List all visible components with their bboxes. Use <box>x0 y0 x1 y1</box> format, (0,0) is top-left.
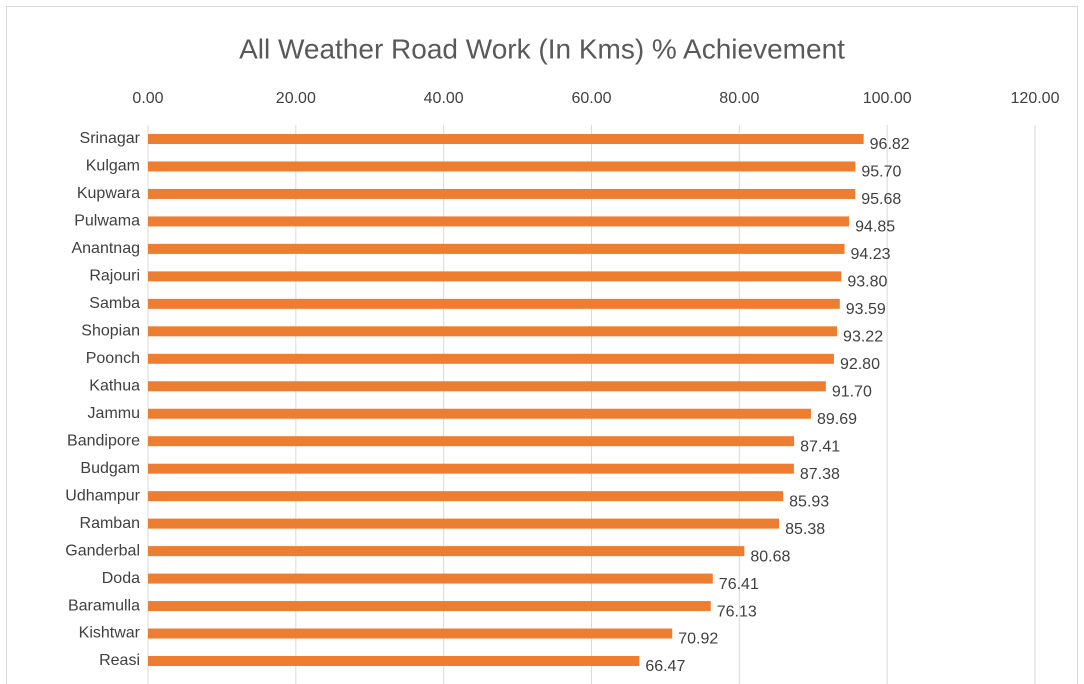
chart-title: All Weather Road Work (In Kms) % Achieve… <box>239 33 845 64</box>
bar <box>148 298 840 309</box>
bar <box>148 463 794 474</box>
data-label: 94.85 <box>855 219 895 236</box>
x-tick-label: 0.00 <box>132 90 163 107</box>
x-tick-label: 20.00 <box>276 90 316 107</box>
bar <box>148 353 834 364</box>
y-tick-label: Doda <box>102 570 140 587</box>
data-label: 85.38 <box>785 521 825 538</box>
y-tick-label: Reasi <box>99 652 140 669</box>
y-tick-label: Rajouri <box>89 268 140 285</box>
data-label: 95.70 <box>861 164 901 181</box>
bar <box>148 161 856 172</box>
y-tick-label: Udhampur <box>65 487 140 504</box>
y-tick-label: Baramulla <box>68 597 140 614</box>
data-label: 92.80 <box>840 356 880 373</box>
bar <box>148 546 745 557</box>
data-label: 93.59 <box>846 301 886 318</box>
y-tick-label: Kulgam <box>86 158 140 175</box>
bar <box>148 573 713 584</box>
bar <box>148 408 811 419</box>
x-tick-label: 100.00 <box>863 90 912 107</box>
data-label: 96.82 <box>870 136 910 153</box>
bar <box>148 271 842 282</box>
y-tick-label: Anantnag <box>71 240 140 257</box>
bar <box>148 518 780 529</box>
data-label: 70.92 <box>678 631 718 648</box>
data-label: 89.69 <box>817 411 857 428</box>
y-tick-label: Pulwama <box>74 213 140 230</box>
data-label: 87.38 <box>800 466 840 483</box>
data-label: 95.68 <box>861 191 901 208</box>
x-tick-label: 60.00 <box>571 90 611 107</box>
y-tick-label: Srinagar <box>80 130 141 147</box>
data-label: 85.93 <box>789 493 829 510</box>
bar <box>148 243 845 254</box>
x-tick-label: 80.00 <box>719 90 759 107</box>
bar <box>148 381 826 392</box>
data-label: 93.22 <box>843 329 883 346</box>
y-tick-label: Jammu <box>88 405 140 422</box>
y-tick-label: Shopian <box>81 323 140 340</box>
bar <box>148 216 850 227</box>
data-label: 91.70 <box>832 383 872 400</box>
bar <box>148 656 640 666</box>
y-tick-label: Samba <box>89 295 140 312</box>
data-label: 80.68 <box>750 548 790 565</box>
bar <box>148 326 838 337</box>
y-tick-label: Kishtwar <box>79 625 141 642</box>
bar <box>148 628 673 639</box>
data-label: 66.47 <box>645 658 685 675</box>
bar <box>148 601 711 612</box>
data-label: 76.41 <box>719 576 759 593</box>
y-tick-label: Poonch <box>86 350 140 367</box>
data-label: 93.80 <box>847 274 887 291</box>
bar <box>148 134 864 144</box>
x-tick-label: 120.00 <box>1011 90 1060 107</box>
x-tick-label: 40.00 <box>424 90 464 107</box>
bar <box>148 436 795 447</box>
data-label: 76.13 <box>717 603 757 620</box>
data-label: 87.41 <box>800 438 840 455</box>
chart-border <box>6 6 1078 684</box>
bar <box>148 188 856 199</box>
y-tick-label: Kathua <box>89 377 140 394</box>
data-label: 94.23 <box>851 246 891 263</box>
y-tick-label: Ganderbal <box>65 542 140 559</box>
y-tick-label: Bandipore <box>67 432 140 449</box>
y-tick-label: Kupwara <box>77 185 140 202</box>
y-tick-label: Budgam <box>80 460 140 477</box>
bar <box>148 491 784 502</box>
y-tick-label: Ramban <box>80 515 140 532</box>
